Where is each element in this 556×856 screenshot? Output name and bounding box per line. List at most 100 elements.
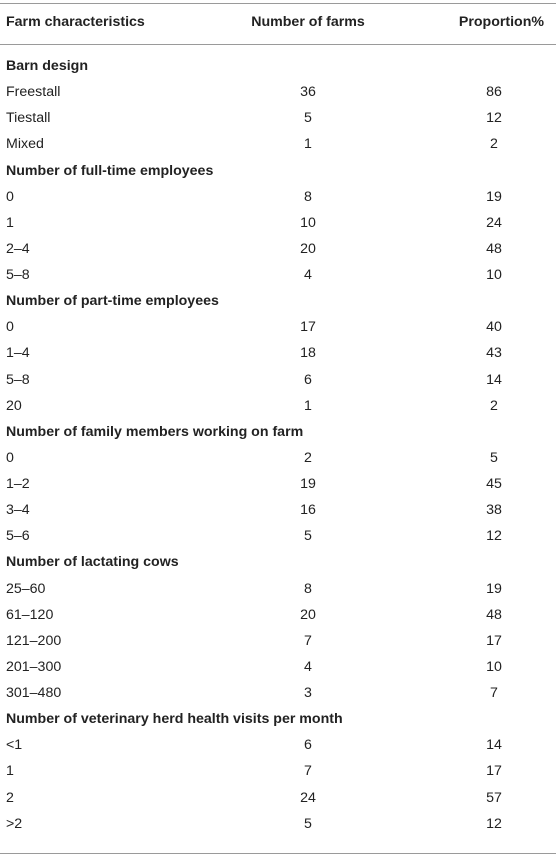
row-count: 8 (304, 580, 312, 597)
row-proportion: 7 (490, 685, 498, 701)
table-row: Mixed 1 2 (0, 131, 556, 157)
row-label: 2–4 (6, 240, 30, 257)
row-count: 20 (300, 240, 316, 257)
row-count: 19 (300, 476, 316, 492)
table-top-rule (0, 3, 556, 4)
row-proportion: 24 (486, 214, 502, 231)
table-row: 0 2 5 (0, 445, 556, 471)
row-count: 1 (304, 136, 312, 153)
row-label: 2 (6, 789, 14, 806)
table-row: 61–120 20 48 (0, 602, 556, 628)
row-proportion: 48 (486, 240, 502, 257)
row-proportion: 2 (490, 136, 498, 153)
table-row: 5–8 4 10 (0, 262, 556, 288)
row-proportion: 17 (486, 763, 502, 780)
header-farm-characteristics: Farm characteristics (6, 14, 145, 30)
table-row: 121–200 7 17 (0, 628, 556, 654)
row-label: Mixed (6, 136, 44, 153)
row-label: 5–8 (6, 267, 30, 283)
table-row: 5–6 5 12 (0, 523, 556, 549)
row-proportion: 12 (486, 528, 502, 545)
row-proportion: 57 (486, 789, 502, 806)
table-row: 2–4 20 48 (0, 236, 556, 262)
row-proportion: 48 (486, 606, 502, 623)
table-header-row: Farm characteristics Number of farms Pro… (0, 4, 556, 44)
row-proportion: 38 (486, 502, 502, 519)
table-row: 20 1 2 (0, 393, 556, 419)
table-row: 1–4 18 43 (0, 340, 556, 366)
table-row: 1–2 19 45 (0, 471, 556, 497)
table-row: 3–4 16 38 (0, 497, 556, 523)
row-label: 5–6 (6, 528, 30, 545)
row-label: 20 (6, 397, 22, 414)
section-header-row: Number of full-time employees (0, 158, 556, 184)
row-count: 6 (304, 371, 312, 388)
row-label: 0 (6, 188, 14, 205)
row-count: 2 (304, 449, 312, 466)
row-label: 0 (6, 319, 14, 336)
row-proportion: 10 (486, 267, 502, 283)
section-title: Number of family members working on farm (6, 423, 304, 440)
row-label: 121–200 (6, 632, 62, 649)
header-rule (0, 44, 556, 45)
table-bottom-rule (0, 853, 556, 854)
row-count: 6 (304, 737, 312, 754)
section-header-row: Barn design (0, 53, 556, 79)
section-title: Number of full-time employees (6, 162, 214, 179)
row-proportion: 43 (486, 345, 502, 362)
row-proportion: 12 (486, 815, 502, 832)
row-count: 4 (304, 267, 312, 283)
table-row: 0 17 40 (0, 314, 556, 340)
row-count: 5 (304, 110, 312, 127)
row-label: 61–120 (6, 606, 54, 623)
section-header-row: Number of family members working on farm (0, 419, 556, 445)
row-count: 5 (304, 528, 312, 545)
row-label: Tiestall (6, 110, 51, 127)
row-proportion: 5 (490, 449, 498, 466)
row-proportion: 17 (486, 632, 502, 649)
row-count: 8 (304, 188, 312, 205)
row-count: 3 (304, 685, 312, 701)
row-label: 1 (6, 214, 14, 231)
table-row: 5–8 6 14 (0, 367, 556, 393)
section-header-row: Number of veterinary herd health visits … (0, 706, 556, 732)
row-label: 301–480 (6, 685, 62, 701)
row-count: 1 (304, 397, 312, 414)
row-count: 7 (304, 763, 312, 780)
row-count: 5 (304, 815, 312, 832)
table-row: 0 8 19 (0, 184, 556, 210)
row-proportion: 14 (486, 371, 502, 388)
row-proportion: 12 (486, 110, 502, 127)
row-label: 201–300 (6, 658, 62, 675)
row-proportion: 19 (486, 188, 502, 205)
row-label: <1 (6, 737, 23, 754)
table-row: >2 5 12 (0, 811, 556, 837)
table-row: 301–480 3 7 (0, 680, 556, 706)
row-label: 3–4 (6, 502, 30, 519)
section-title: Number of lactating cows (6, 554, 179, 571)
row-count: 18 (300, 345, 316, 362)
table-row: 25–60 8 19 (0, 576, 556, 602)
table-row: 2 24 57 (0, 785, 556, 811)
table-row: <1 6 14 (0, 732, 556, 758)
row-count: 7 (304, 632, 312, 649)
row-label: 1–4 (6, 345, 30, 362)
row-label: 5–8 (6, 371, 30, 388)
row-proportion: 14 (486, 737, 502, 754)
row-count: 10 (300, 214, 316, 231)
header-proportion: Proportion% (458, 14, 544, 30)
row-label: 1–2 (6, 476, 30, 492)
section-header-row: Number of lactating cows (0, 549, 556, 575)
row-count: 4 (304, 658, 312, 675)
section-header-row: Number of part-time employees (0, 288, 556, 314)
row-proportion: 10 (486, 658, 502, 675)
section-title: Number of part-time employees (6, 293, 219, 310)
row-proportion: 2 (490, 397, 498, 414)
table-row: Freestall 36 86 (0, 79, 556, 105)
table-body: Barn design Freestall 36 86 Tiestall 5 12 Mixed… (0, 53, 556, 837)
row-proportion: 86 (486, 84, 502, 101)
row-label: Freestall (6, 84, 61, 101)
table-row: 1 10 24 (0, 210, 556, 236)
section-title: Number of veterinary herd health visits … (6, 711, 343, 728)
